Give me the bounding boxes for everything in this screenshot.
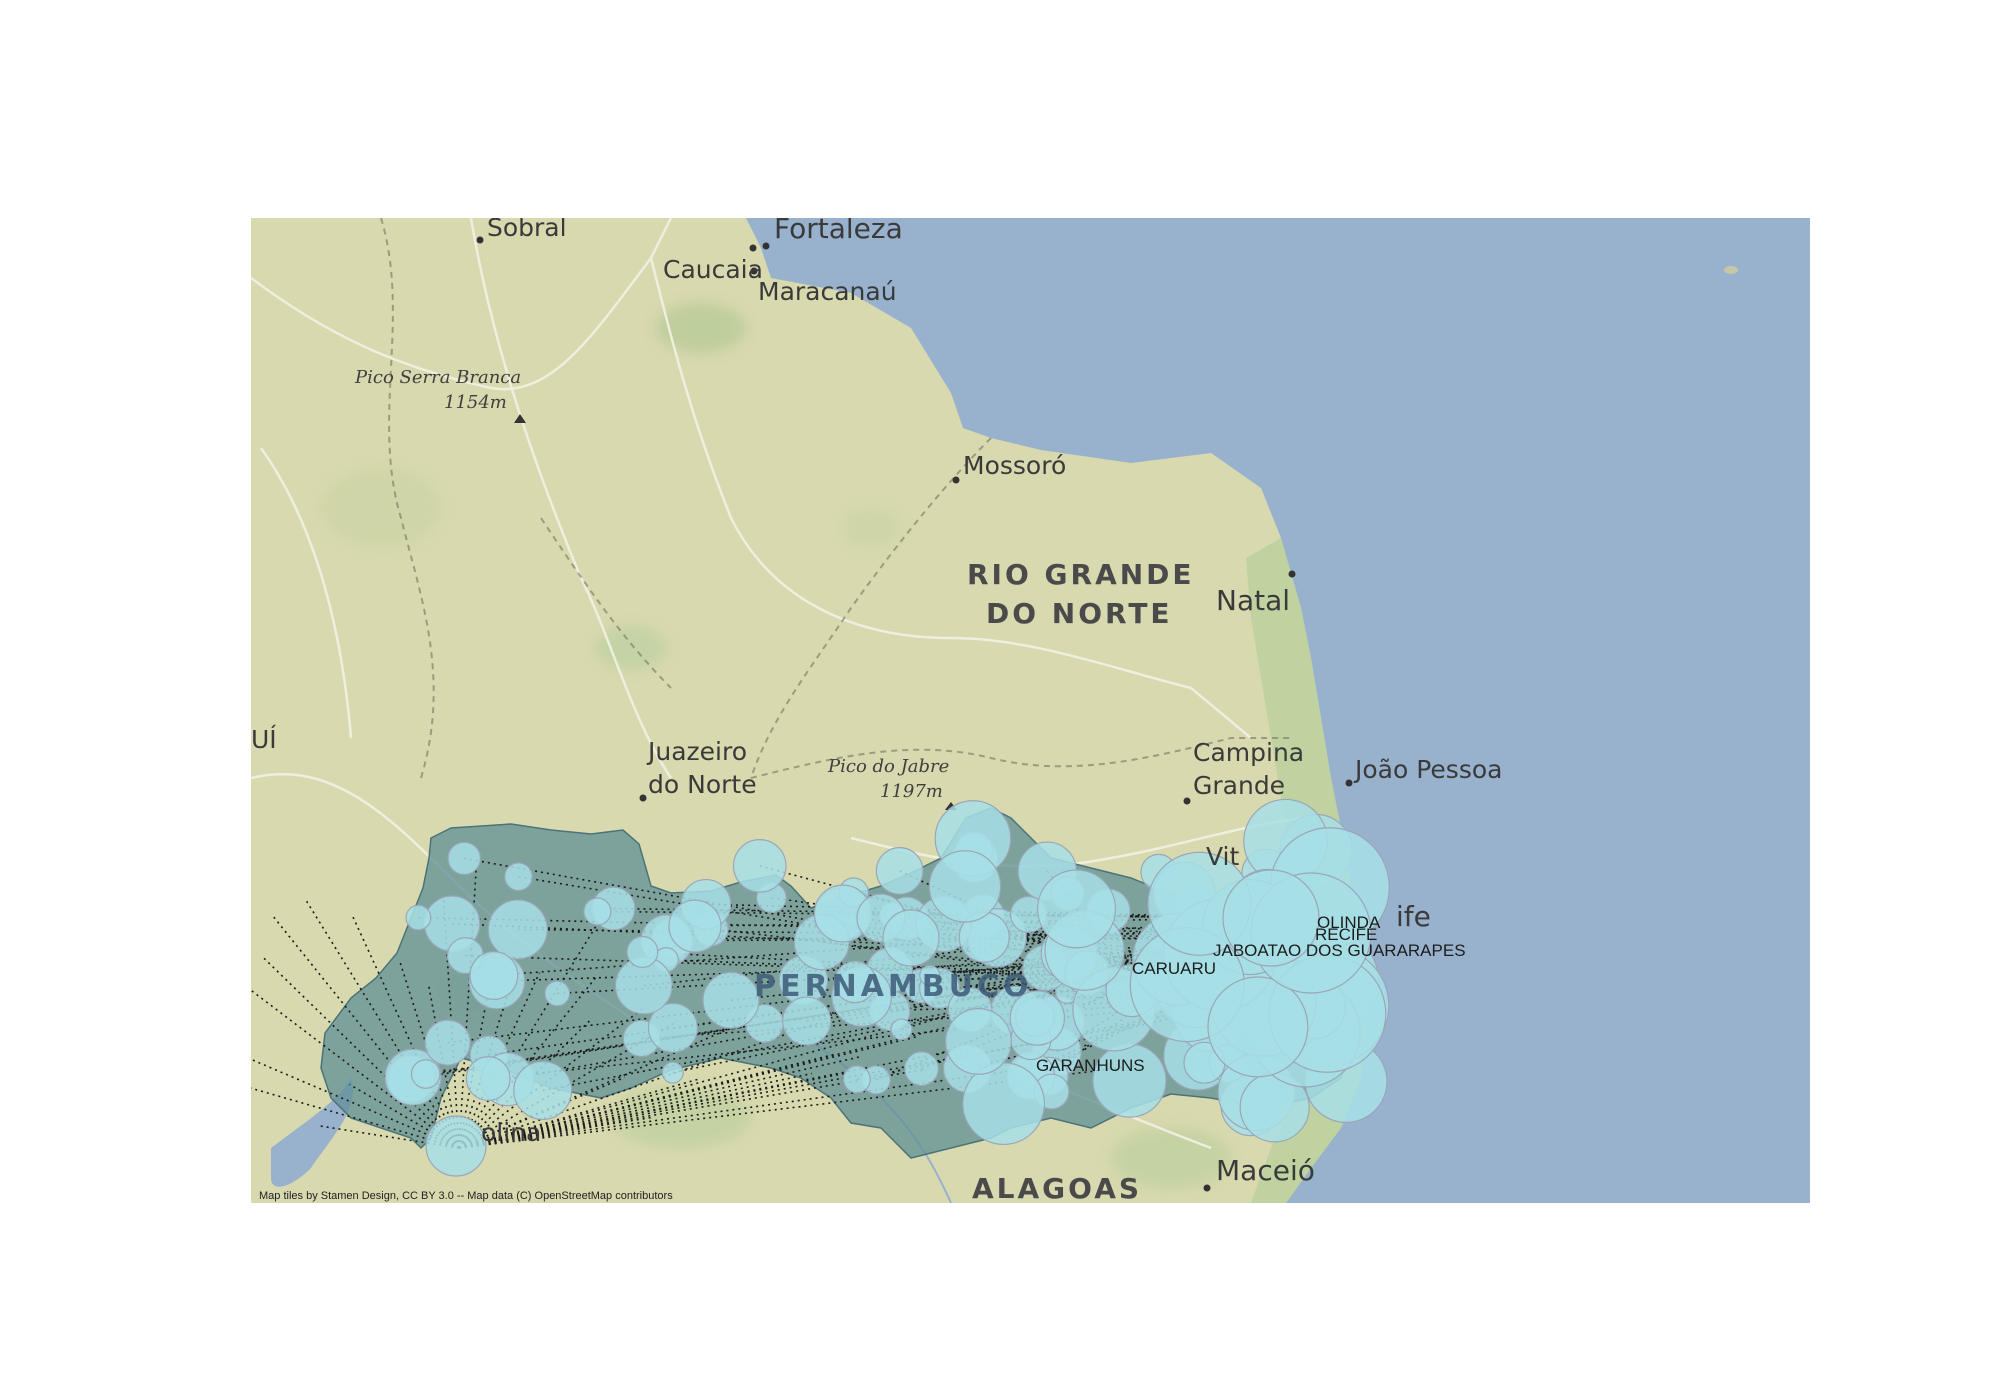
municipality-bubble xyxy=(469,950,519,1000)
attribution: Map tiles by Stamen Design, CC BY 3.0 --… xyxy=(259,1190,673,1202)
flow-line xyxy=(458,1053,836,1149)
label-recife-fragment: ife xyxy=(1396,900,1431,933)
municipality-bubble xyxy=(447,841,481,876)
flow-line xyxy=(251,1087,460,1149)
municipality-bubble xyxy=(1092,1043,1167,1118)
label-campina-1: Campina xyxy=(1193,738,1304,767)
municipality-bubble xyxy=(626,935,659,968)
label-pico-serra-branca-alt: 1154m xyxy=(444,392,507,413)
municipality-bubble xyxy=(882,909,940,967)
flow-line xyxy=(251,989,460,1149)
label-recife: RECIFE xyxy=(1315,925,1377,944)
label-pico-do-jabre-alt: 1197m xyxy=(880,781,943,802)
municipality-bubble xyxy=(583,897,612,926)
municipality-bubble xyxy=(890,1018,913,1041)
municipality-bubble xyxy=(504,862,533,892)
label-rn-line2: DO NORTE xyxy=(986,597,1173,630)
map-frame[interactable]: Sobral Fortaleza Caucaia Maracanaú Pico … xyxy=(251,218,1810,1203)
flow-line xyxy=(261,955,460,1149)
municipality-bubble xyxy=(919,964,941,987)
municipality-bubble xyxy=(833,960,877,1004)
label-caucaia: Caucaia xyxy=(663,255,763,284)
label-mossoro: Mossoró xyxy=(963,451,1066,480)
municipality-bubble xyxy=(424,1019,471,1066)
flow-line xyxy=(412,957,1202,1078)
label-pico-do-jabre: Pico do Jabre xyxy=(827,756,949,777)
flow-line xyxy=(458,1036,917,1149)
municipality-bubble xyxy=(702,971,760,1029)
flow-line xyxy=(458,975,598,1149)
flow-line xyxy=(458,869,477,1149)
label-juazeiro-1: Juazeiro xyxy=(646,737,747,766)
municipality-bubble xyxy=(544,980,571,1007)
islet xyxy=(1724,266,1738,274)
label-jaboatao: JABOATAO DOS GUARARAPES xyxy=(1213,941,1466,960)
flow-line xyxy=(493,917,1272,977)
municipality-bubble xyxy=(487,899,548,960)
label-natal: Natal xyxy=(1216,584,1290,617)
flow-line xyxy=(271,914,460,1149)
flow-line xyxy=(464,857,1132,979)
municipality-bubble xyxy=(1222,869,1320,967)
label-maracanau: Maracanaú xyxy=(758,277,897,306)
flow-line xyxy=(410,937,1312,1080)
peak-icon xyxy=(514,414,526,423)
label-pernambuco: PERNAMBUCO xyxy=(754,969,1033,1004)
municipality-bubble xyxy=(513,1060,573,1121)
label-alagoas: ALAGOAS xyxy=(972,1172,1142,1203)
label-garanhuns: GARANHUNS xyxy=(1036,1056,1145,1075)
flow-line xyxy=(447,937,1312,1044)
municipality-bubble xyxy=(465,1056,511,1101)
label-petrolina-fragment: olina xyxy=(481,1118,541,1147)
label-caruaru: CARUARU xyxy=(1132,959,1216,978)
flow-line xyxy=(458,1072,813,1149)
label-olinda: OLINDA xyxy=(1317,913,1381,932)
flow-line xyxy=(458,1068,926,1149)
municipality-bubble xyxy=(732,839,787,893)
lake xyxy=(271,1078,353,1187)
flow-line xyxy=(967,997,1252,1070)
municipality-bubble xyxy=(928,850,1002,923)
municipality-bubble xyxy=(405,904,432,931)
flow-line xyxy=(458,1022,917,1149)
municipality-bubble xyxy=(647,1002,698,1053)
label-pico-serra-branca: Pico Serra Branca xyxy=(354,367,521,388)
label-joao-pessoa: João Pessoa xyxy=(1353,755,1502,784)
municipality-bubbles xyxy=(384,798,1390,1177)
municipality-bubble xyxy=(1009,990,1066,1046)
municipality-bubble xyxy=(945,1008,1012,1075)
flow-line xyxy=(350,913,460,1149)
label-vit-fragment: Vit xyxy=(1206,842,1239,871)
municipality-bubble xyxy=(1037,869,1117,949)
flow-line xyxy=(458,1116,653,1149)
map-canvas[interactable]: Sobral Fortaleza Caucaia Maracanaú Pico … xyxy=(251,218,1810,1203)
flow-line xyxy=(488,997,1252,1080)
base-map-labels: Sobral Fortaleza Caucaia Maracanaú Pico … xyxy=(251,218,1502,1203)
municipality-bubble xyxy=(904,1051,939,1087)
municipality-bubble xyxy=(962,1062,1046,1146)
label-maceio: Maceió xyxy=(1216,1154,1315,1187)
label-uf-piaui: UÍ xyxy=(251,725,277,754)
label-rn-line1: RIO GRANDE xyxy=(967,558,1195,591)
label-fortaleza: Fortaleza xyxy=(774,218,903,245)
flow-line xyxy=(458,909,607,1149)
label-campina-2: Grande xyxy=(1193,771,1285,800)
municipality-bubble xyxy=(1207,976,1309,1078)
flow-line xyxy=(458,959,495,1149)
flow-line xyxy=(305,899,460,1149)
state-borders xyxy=(380,218,1291,779)
municipality-bubble xyxy=(425,1115,487,1177)
municipality-bubble xyxy=(661,1061,684,1084)
municipality-bubble xyxy=(668,899,722,953)
label-sobral: Sobral xyxy=(487,218,567,242)
municipality-bubble xyxy=(410,1059,441,1089)
flow-line xyxy=(921,985,1252,999)
municipality-bubble xyxy=(875,847,924,895)
label-juazeiro-2: do Norte xyxy=(648,770,757,799)
flow-line xyxy=(458,1056,861,1149)
municipality-bubble xyxy=(782,996,832,1046)
municipality-bubble xyxy=(842,1065,871,1094)
